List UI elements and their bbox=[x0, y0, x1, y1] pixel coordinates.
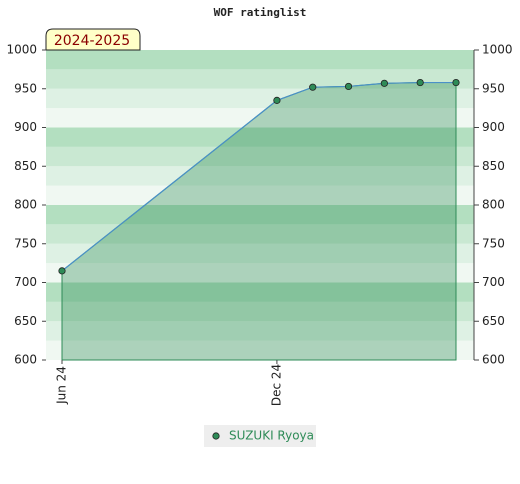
x-tick-label: Jun 24 bbox=[55, 366, 69, 405]
y2-tick-label: 650 bbox=[482, 314, 505, 328]
y2-tick-label: 700 bbox=[482, 275, 505, 289]
point bbox=[452, 78, 460, 87]
background-band bbox=[46, 340, 474, 360]
background-band bbox=[46, 146, 474, 167]
y-tick-label: 1000 bbox=[6, 43, 37, 57]
point bbox=[58, 267, 66, 275]
legend-marker bbox=[212, 432, 220, 440]
background-band bbox=[46, 224, 474, 244]
legend-label: SUZUKI Ryoya bbox=[229, 429, 314, 443]
y2-tick-label: 750 bbox=[482, 236, 505, 250]
y2-tick-label: 600 bbox=[482, 353, 505, 367]
y-tick-label: 950 bbox=[14, 81, 37, 95]
x-tick-label: Dec 24 bbox=[269, 364, 283, 406]
background-band bbox=[46, 205, 474, 225]
y-tick-label: 800 bbox=[14, 198, 37, 212]
y2-tick-label: 950 bbox=[482, 81, 505, 95]
annotation-text: 2024-2025 bbox=[54, 33, 130, 49]
point bbox=[380, 79, 388, 87]
background-band bbox=[46, 108, 474, 128]
background-band bbox=[46, 69, 474, 89]
legend bbox=[204, 425, 316, 447]
annotation: 2024-2025 bbox=[45, 28, 141, 51]
y-tick-label: 650 bbox=[14, 314, 37, 328]
y-tick-label: 900 bbox=[14, 120, 37, 134]
y-tick-label: 750 bbox=[14, 236, 37, 250]
background-band bbox=[46, 301, 474, 322]
background-band bbox=[46, 243, 474, 264]
point bbox=[344, 82, 353, 91]
y-tick-label: 600 bbox=[14, 353, 37, 367]
background-band bbox=[46, 321, 474, 341]
y2-tick-label: 1000 bbox=[482, 43, 513, 57]
background-band bbox=[46, 282, 474, 302]
y-tick-label: 850 bbox=[14, 159, 37, 173]
background-band bbox=[46, 50, 474, 70]
background-band bbox=[46, 127, 474, 147]
y-tick-label: 700 bbox=[14, 275, 37, 289]
y2-tick-label: 850 bbox=[482, 159, 505, 173]
background-band bbox=[46, 263, 474, 283]
background-band bbox=[46, 185, 474, 205]
plot-area bbox=[46, 50, 474, 361]
annotation-box bbox=[45, 28, 141, 51]
background-band bbox=[46, 88, 474, 109]
y2-tick-label: 900 bbox=[482, 120, 505, 134]
chart-title: WOF ratinglist bbox=[214, 6, 307, 19]
point bbox=[416, 78, 424, 87]
point bbox=[309, 83, 317, 91]
y2-tick-label: 800 bbox=[482, 198, 505, 212]
point bbox=[273, 96, 281, 104]
background-band bbox=[46, 166, 474, 186]
